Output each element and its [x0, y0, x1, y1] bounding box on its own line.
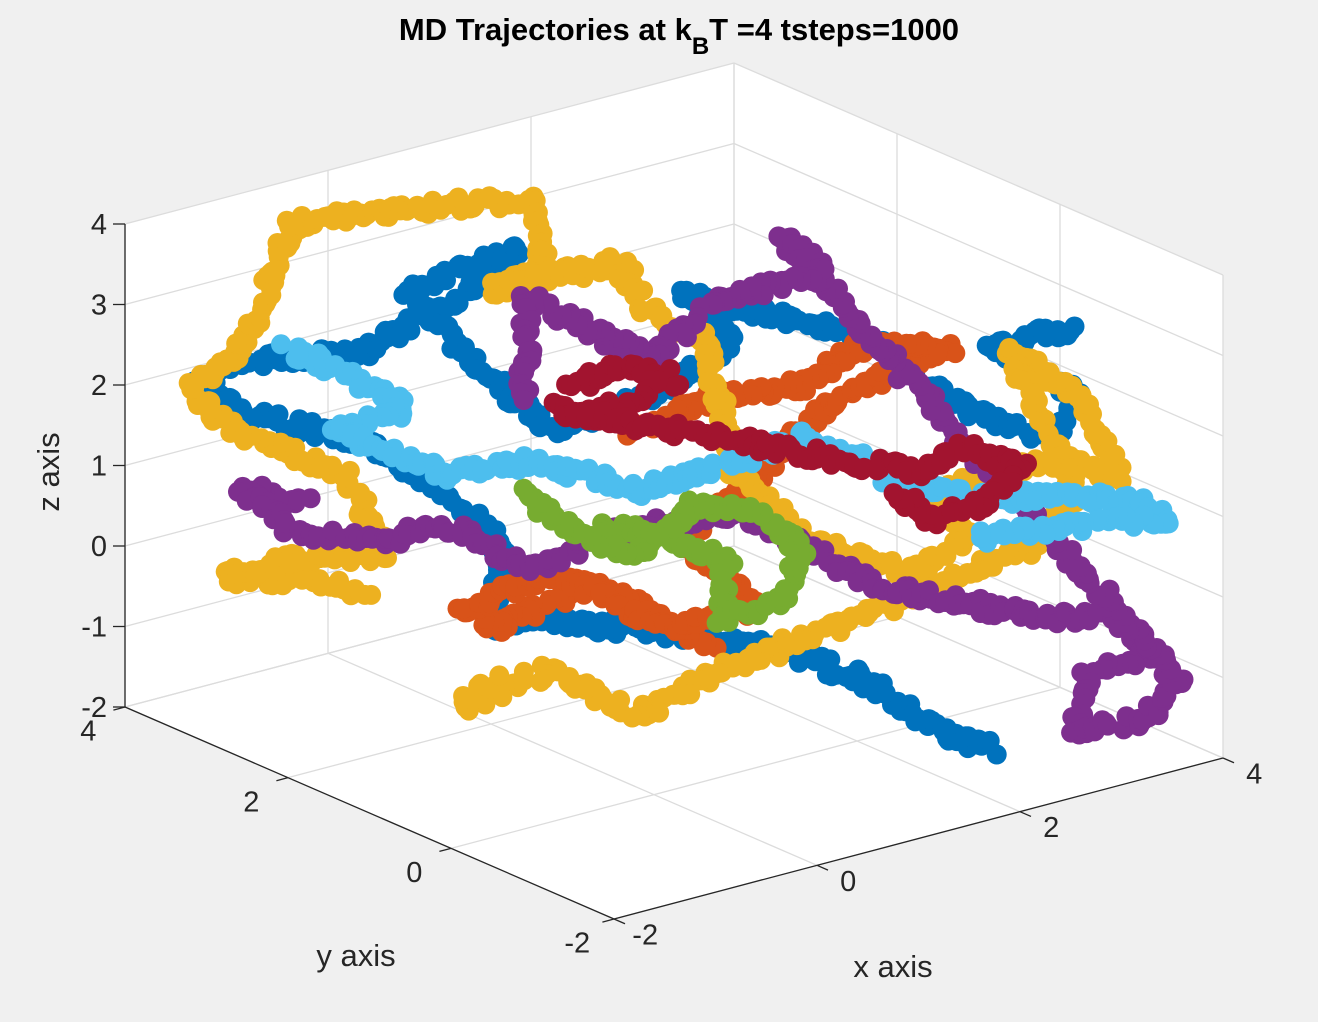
grid-line-right-z [733, 142, 1224, 357]
x-tick-mark [1019, 811, 1032, 818]
y-tick-label: 0 [406, 857, 422, 889]
data-point [783, 307, 804, 327]
data-point [489, 665, 510, 686]
z-tick-label: -2 [81, 692, 107, 724]
data-point [453, 598, 474, 619]
data-point [590, 583, 611, 603]
y-tick-label: 2 [243, 786, 259, 818]
data-point [721, 494, 742, 514]
z-tick-label: 0 [91, 531, 107, 563]
data-point [450, 258, 471, 279]
data-point [513, 478, 534, 499]
trajectory-series-5 [513, 478, 817, 633]
data-point [883, 483, 904, 504]
z-tick-label: 1 [91, 451, 107, 483]
grid-line-floor-x [327, 652, 818, 866]
grid-line-floor-y [450, 686, 1061, 849]
data-point [443, 323, 464, 344]
data-point [663, 376, 684, 397]
data-point [530, 671, 551, 692]
data-point [971, 527, 991, 548]
x-tick-label: 0 [840, 866, 856, 898]
y-tick-mark [602, 918, 615, 923]
data-point [626, 282, 647, 303]
z-tick-label: 3 [91, 290, 107, 322]
x-axis-label: x axis [853, 949, 932, 984]
trajectory-series-7 [543, 354, 1037, 535]
z-tick-label: 2 [91, 370, 107, 402]
grid-line-back-z [124, 142, 735, 306]
data-point [1020, 428, 1041, 449]
chart-title: MD Trajectories at kBT =4 tsteps=1000 [399, 12, 959, 60]
data-point [513, 390, 534, 410]
z-axis-label: z axis [31, 432, 66, 511]
y-tick-label: -2 [564, 928, 590, 960]
y-axis-label: y axis [316, 938, 395, 973]
data-point [348, 504, 369, 525]
x-tick-label: -2 [632, 920, 658, 952]
axis-lines [113, 223, 1235, 925]
data-point [1097, 715, 1118, 736]
data-point [271, 334, 291, 355]
data-point [945, 343, 966, 364]
grid-line-back-z [124, 62, 735, 225]
y-axis-line [124, 706, 615, 920]
data-point [281, 419, 302, 439]
data-point [673, 323, 694, 344]
x-tick-mark [816, 864, 829, 871]
data-point [702, 453, 723, 474]
y-tick-label: 4 [80, 716, 96, 748]
data-point [504, 236, 525, 257]
data-point [1064, 316, 1085, 337]
x-tick-label: 4 [1246, 759, 1262, 791]
grid-line-right-z [733, 62, 1224, 276]
z-tick-label: -1 [81, 612, 107, 644]
x-tick-label: 2 [1043, 812, 1059, 844]
data-point [489, 250, 510, 271]
x-tick-mark [613, 918, 626, 925]
data-point [576, 407, 597, 428]
x-axis-line [613, 757, 1224, 920]
data-point [999, 338, 1020, 358]
data-points [178, 186, 1194, 765]
data-point [469, 503, 490, 524]
y-tick-mark [439, 847, 452, 853]
y-tick-mark [276, 777, 289, 782]
data-point [896, 461, 917, 481]
title-subscript: B [692, 33, 709, 60]
trajectory-series-4 [228, 226, 1194, 745]
data-point [463, 197, 484, 218]
x-tick-mark [1222, 757, 1235, 764]
z-tick-label: 4 [91, 209, 107, 241]
grid-line-back-z [124, 545, 735, 708]
